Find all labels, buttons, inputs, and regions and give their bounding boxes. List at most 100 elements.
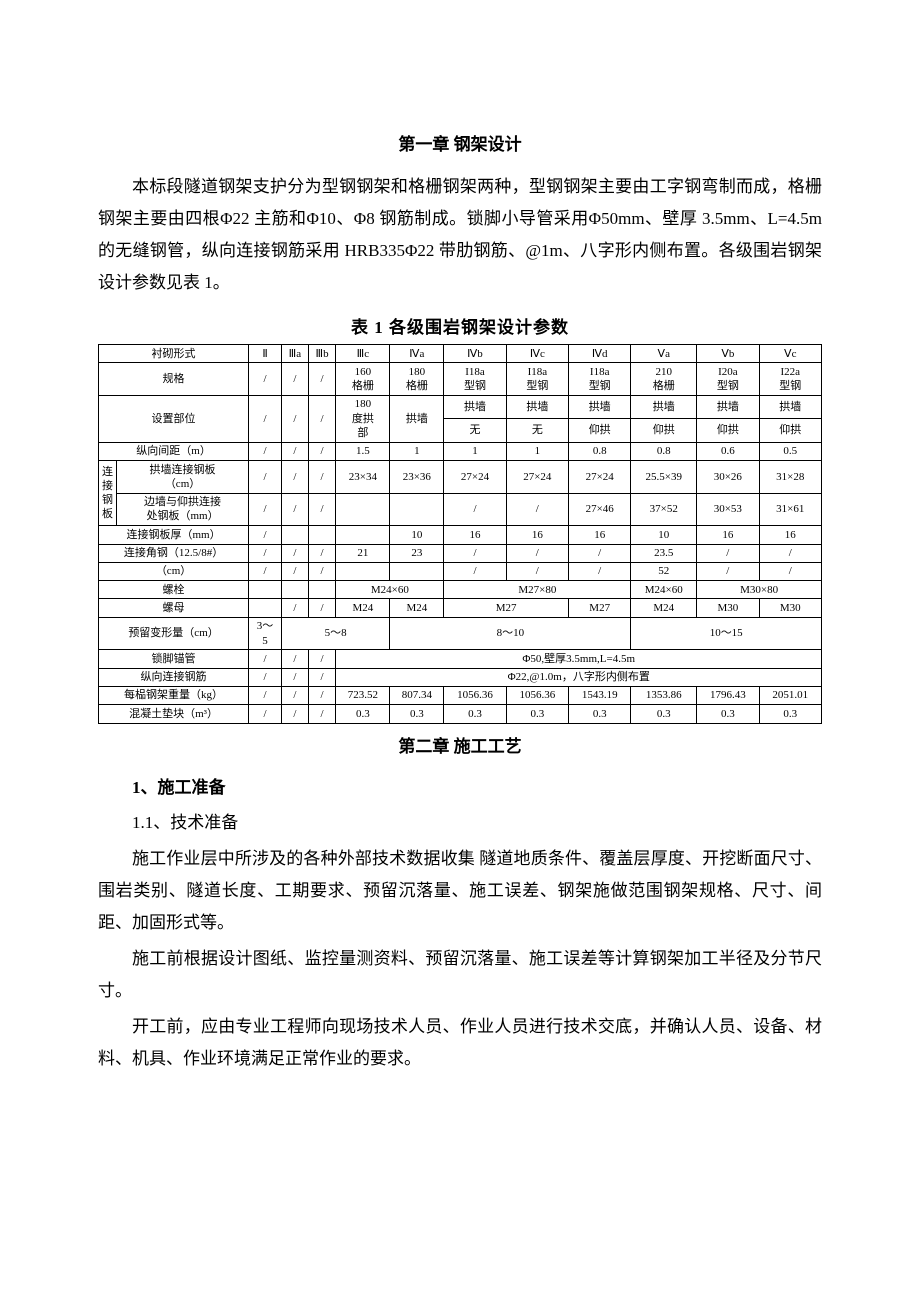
cell: / [249, 461, 282, 494]
cell: / [249, 686, 282, 704]
table-row: 螺母 / / M24 M24 M27 M27 M24 M30 M30 [99, 599, 822, 617]
cell: 1.5 [336, 442, 390, 460]
cell: / [249, 363, 282, 396]
cell: 2051.01 [759, 686, 821, 704]
cell: 180度拱部 [336, 395, 390, 442]
cell: 16 [569, 526, 631, 544]
cell: / [308, 493, 336, 526]
cell: / [308, 363, 336, 396]
section-1: 1、施工准备 [98, 773, 822, 798]
table-row: 纵向间距（m） / / / 1.5 1 1 1 0.8 0.8 0.6 0.5 [99, 442, 822, 460]
cell: / [282, 544, 309, 562]
cell: 16 [444, 526, 506, 544]
cell: 31×61 [759, 493, 821, 526]
cell: 0.8 [569, 442, 631, 460]
cell: Φ22,@1.0m，八字形内侧布置 [336, 668, 822, 686]
cell: 180格栅 [390, 363, 444, 396]
table-row: 边墙与仰拱连接处钢板（mm） / / / / / 27×46 37×52 30×… [99, 493, 822, 526]
cell [336, 493, 390, 526]
cell: 0.3 [506, 705, 568, 723]
cell: / [282, 705, 309, 723]
row-label: （cm） [99, 562, 249, 580]
table-row: 锁脚锚管 / / / Φ50,壁厚3.5mm,L=4.5m [99, 650, 822, 668]
cell: 8～10 [390, 617, 631, 650]
row-label: 纵向连接钢筋 [99, 668, 249, 686]
cell: 10 [390, 526, 444, 544]
cell: 27×46 [569, 493, 631, 526]
table-row: 连接钢板厚（mm） / 10 16 16 16 10 16 16 [99, 526, 822, 544]
cell: M24 [336, 599, 390, 617]
chapter2-p3: 开工前，应由专业工程师向现场技术人员、作业人员进行技术交底，并确认人员、设备、材… [98, 1011, 822, 1075]
cell: / [506, 544, 568, 562]
cell: / [249, 705, 282, 723]
cell: 3～5 [249, 617, 282, 650]
cell: / [308, 461, 336, 494]
cell: M24×60 [336, 581, 444, 599]
cell: 160格栅 [336, 363, 390, 396]
row-label: 连接钢板厚（mm） [99, 526, 249, 544]
cell: 10～15 [631, 617, 822, 650]
cell: 10 [631, 526, 697, 544]
table-row: 设置部位 / / / 180度拱部 拱墙 拱墙 拱墙 拱墙 拱墙 拱墙 拱墙 [99, 395, 822, 418]
cell: / [308, 650, 336, 668]
cell: / [308, 705, 336, 723]
cell [308, 526, 336, 544]
cell: / [249, 668, 282, 686]
col-h: Ⅲb [308, 345, 336, 363]
cell: 27×24 [506, 461, 568, 494]
cell: 0.3 [631, 705, 697, 723]
table-row: 规格 / / / 160格栅 180格栅 I18a型钢 I18a型钢 I18a型… [99, 363, 822, 396]
cell: 拱墙 [697, 395, 759, 418]
table-row: 纵向连接钢筋 / / / Φ22,@1.0m，八字形内侧布置 [99, 668, 822, 686]
cell: / [282, 395, 309, 442]
cell: 723.52 [336, 686, 390, 704]
table-row: 螺栓 M24×60 M27×80 M24×60 M30×80 [99, 581, 822, 599]
cell: 1796.43 [697, 686, 759, 704]
cell: 23 [390, 544, 444, 562]
col-h: Ⅳa [390, 345, 444, 363]
cell: 1353.86 [631, 686, 697, 704]
cell: / [282, 668, 309, 686]
cell: M30 [759, 599, 821, 617]
cell: 0.3 [697, 705, 759, 723]
cell: 1543.19 [569, 686, 631, 704]
cell: I20a型钢 [697, 363, 759, 396]
cell: / [249, 526, 282, 544]
cell: 拱墙 [444, 395, 506, 418]
cell: 21 [336, 544, 390, 562]
row-label: 混凝土垫块（m³） [99, 705, 249, 723]
table-row: 连接钢板 拱墙连接钢板（cm） / / / 23×34 23×36 27×24 … [99, 461, 822, 494]
cell: / [697, 544, 759, 562]
chapter1-title: 第一章 钢架设计 [98, 130, 822, 155]
cell [336, 562, 390, 580]
cell: / [282, 599, 309, 617]
table-row: 连接角钢（12.5/8#） / / / 21 23 / / / 23.5 / / [99, 544, 822, 562]
row-label: 规格 [99, 363, 249, 396]
cell: 30×53 [697, 493, 759, 526]
cell [249, 599, 282, 617]
cell: 1 [506, 442, 568, 460]
cell: / [282, 363, 309, 396]
cell: M27×80 [444, 581, 631, 599]
col-h: Ⅴc [759, 345, 821, 363]
cell: 31×28 [759, 461, 821, 494]
row-label: 螺栓 [99, 581, 249, 599]
cell: M30×80 [697, 581, 822, 599]
cell: 23×36 [390, 461, 444, 494]
cell: / [249, 395, 282, 442]
cell: M27 [444, 599, 569, 617]
col-h: Ⅳc [506, 345, 568, 363]
cell: / [308, 599, 336, 617]
cell: 仰拱 [631, 419, 697, 442]
chapter2-p1: 施工作业层中所涉及的各种外部技术数据收集 隧道地质条件、覆盖层厚度、开挖断面尺寸… [98, 843, 822, 939]
cell: I22a型钢 [759, 363, 821, 396]
col-h: Ⅴb [697, 345, 759, 363]
cell: / [506, 562, 568, 580]
cell: / [308, 686, 336, 704]
cell: / [308, 668, 336, 686]
cell: / [282, 461, 309, 494]
chapter2-p2: 施工前根据设计图纸、监控量测资料、预留沉落量、施工误差等计算钢架加工半径及分节尺… [98, 943, 822, 1007]
cell [308, 581, 336, 599]
cell: 27×24 [444, 461, 506, 494]
row-label: 边墙与仰拱连接处钢板（mm） [117, 493, 249, 526]
